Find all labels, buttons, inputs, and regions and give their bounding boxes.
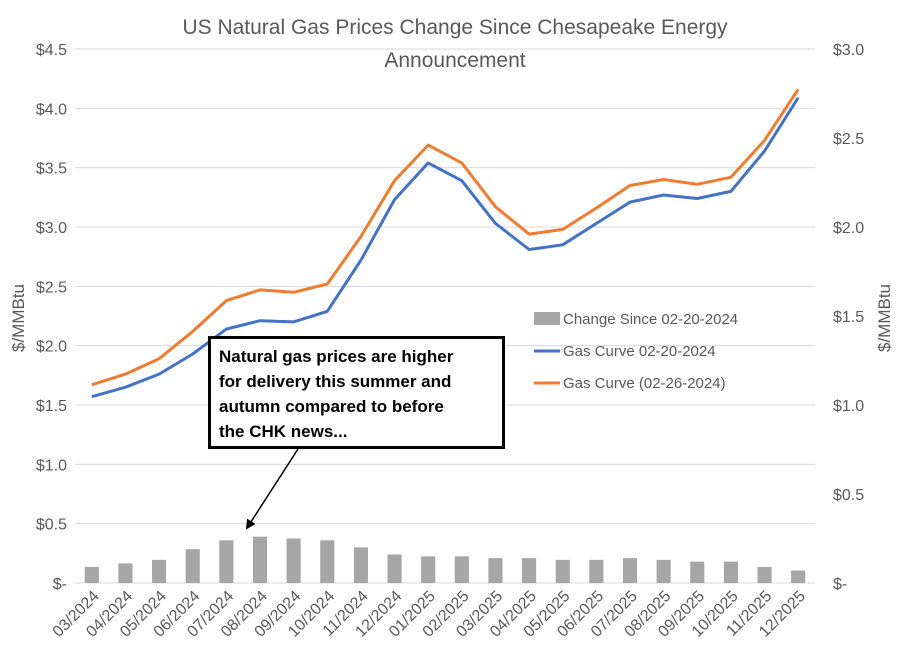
left-tick-label: $4.0 xyxy=(36,101,67,118)
right-tick-label: $1.0 xyxy=(833,398,864,415)
bar xyxy=(387,554,402,583)
bar xyxy=(320,540,335,583)
bar xyxy=(622,558,638,583)
left-tick-label: $3.0 xyxy=(36,220,67,237)
annotation-line-2: for delivery this summer and xyxy=(219,372,452,391)
legend-label-curve-0220: Gas Curve 02-20-2024 xyxy=(563,343,716,360)
bar xyxy=(152,559,167,583)
left-axis-title: $/MMBtu xyxy=(9,284,28,352)
annotation-line-1: Natural gas prices are higher xyxy=(219,347,454,366)
right-tick-label: $3.0 xyxy=(833,42,864,59)
legend-label-curve-0226: Gas Curve (02-26-2024) xyxy=(563,375,726,392)
left-tick-label: $4.5 xyxy=(36,42,67,59)
bar xyxy=(791,570,806,583)
legend-label-change: Change Since 02-20-2024 xyxy=(563,311,738,328)
bar xyxy=(84,566,99,583)
left-tick-label: $3.5 xyxy=(36,161,67,178)
bar xyxy=(522,558,537,583)
bar xyxy=(219,540,234,583)
bar xyxy=(690,561,705,583)
left-axis-ticks: $- $0.5 $1.0 $1.5 $2.0 $2.5 $3.0 $3.5 $4.0 $4.5 xyxy=(36,42,67,593)
right-axis-title: $/MMBtu xyxy=(875,284,894,352)
right-axis-ticks: $- $0.5 $1.0 $1.5 $2.0 $2.5 $3.0 xyxy=(833,42,864,593)
right-tick-label: $1.5 xyxy=(833,309,864,326)
legend-swatch-change xyxy=(534,312,560,325)
bar xyxy=(252,536,268,583)
bar xyxy=(555,559,570,583)
right-tick-label: $2.5 xyxy=(833,131,864,148)
right-tick-label: $2.0 xyxy=(833,220,864,237)
left-tick-label: $2.0 xyxy=(36,339,67,356)
annotation-line-4: the CHK news... xyxy=(219,422,348,441)
bar xyxy=(118,563,133,583)
legend: Change Since 02-20-2024 Gas Curve 02-20-… xyxy=(534,311,738,392)
bar xyxy=(353,547,368,583)
left-tick-label: $1.0 xyxy=(36,457,67,474)
bar-series-change xyxy=(84,536,806,583)
left-tick-label: $0.5 xyxy=(36,517,67,534)
line-gas-curve-0226 xyxy=(91,88,800,387)
chart-title-line-2: Announcement xyxy=(384,49,525,72)
left-tick-label: $1.5 xyxy=(36,398,67,415)
bar xyxy=(185,549,200,583)
bar xyxy=(286,538,301,583)
annotation-arrow xyxy=(245,448,299,530)
x-axis-ticks: 03/202404/202405/202406/202407/202408/20… xyxy=(50,588,809,641)
annotation-line-3: autumn compared to before xyxy=(219,397,444,416)
bar xyxy=(723,561,738,583)
right-tick-label: $0.5 xyxy=(833,487,864,504)
left-tick-label: $2.5 xyxy=(36,279,67,296)
bar xyxy=(488,558,503,583)
bar xyxy=(656,559,671,583)
bar xyxy=(421,556,436,583)
bar xyxy=(454,556,469,583)
bar xyxy=(757,566,772,583)
annotation-box: Natural gas prices are higher for delive… xyxy=(208,336,505,449)
left-tick-label: $- xyxy=(53,576,67,593)
chart-title-line-1: US Natural Gas Prices Change Since Chesa… xyxy=(182,16,728,39)
right-tick-label: $- xyxy=(833,576,847,593)
bar xyxy=(589,559,604,583)
